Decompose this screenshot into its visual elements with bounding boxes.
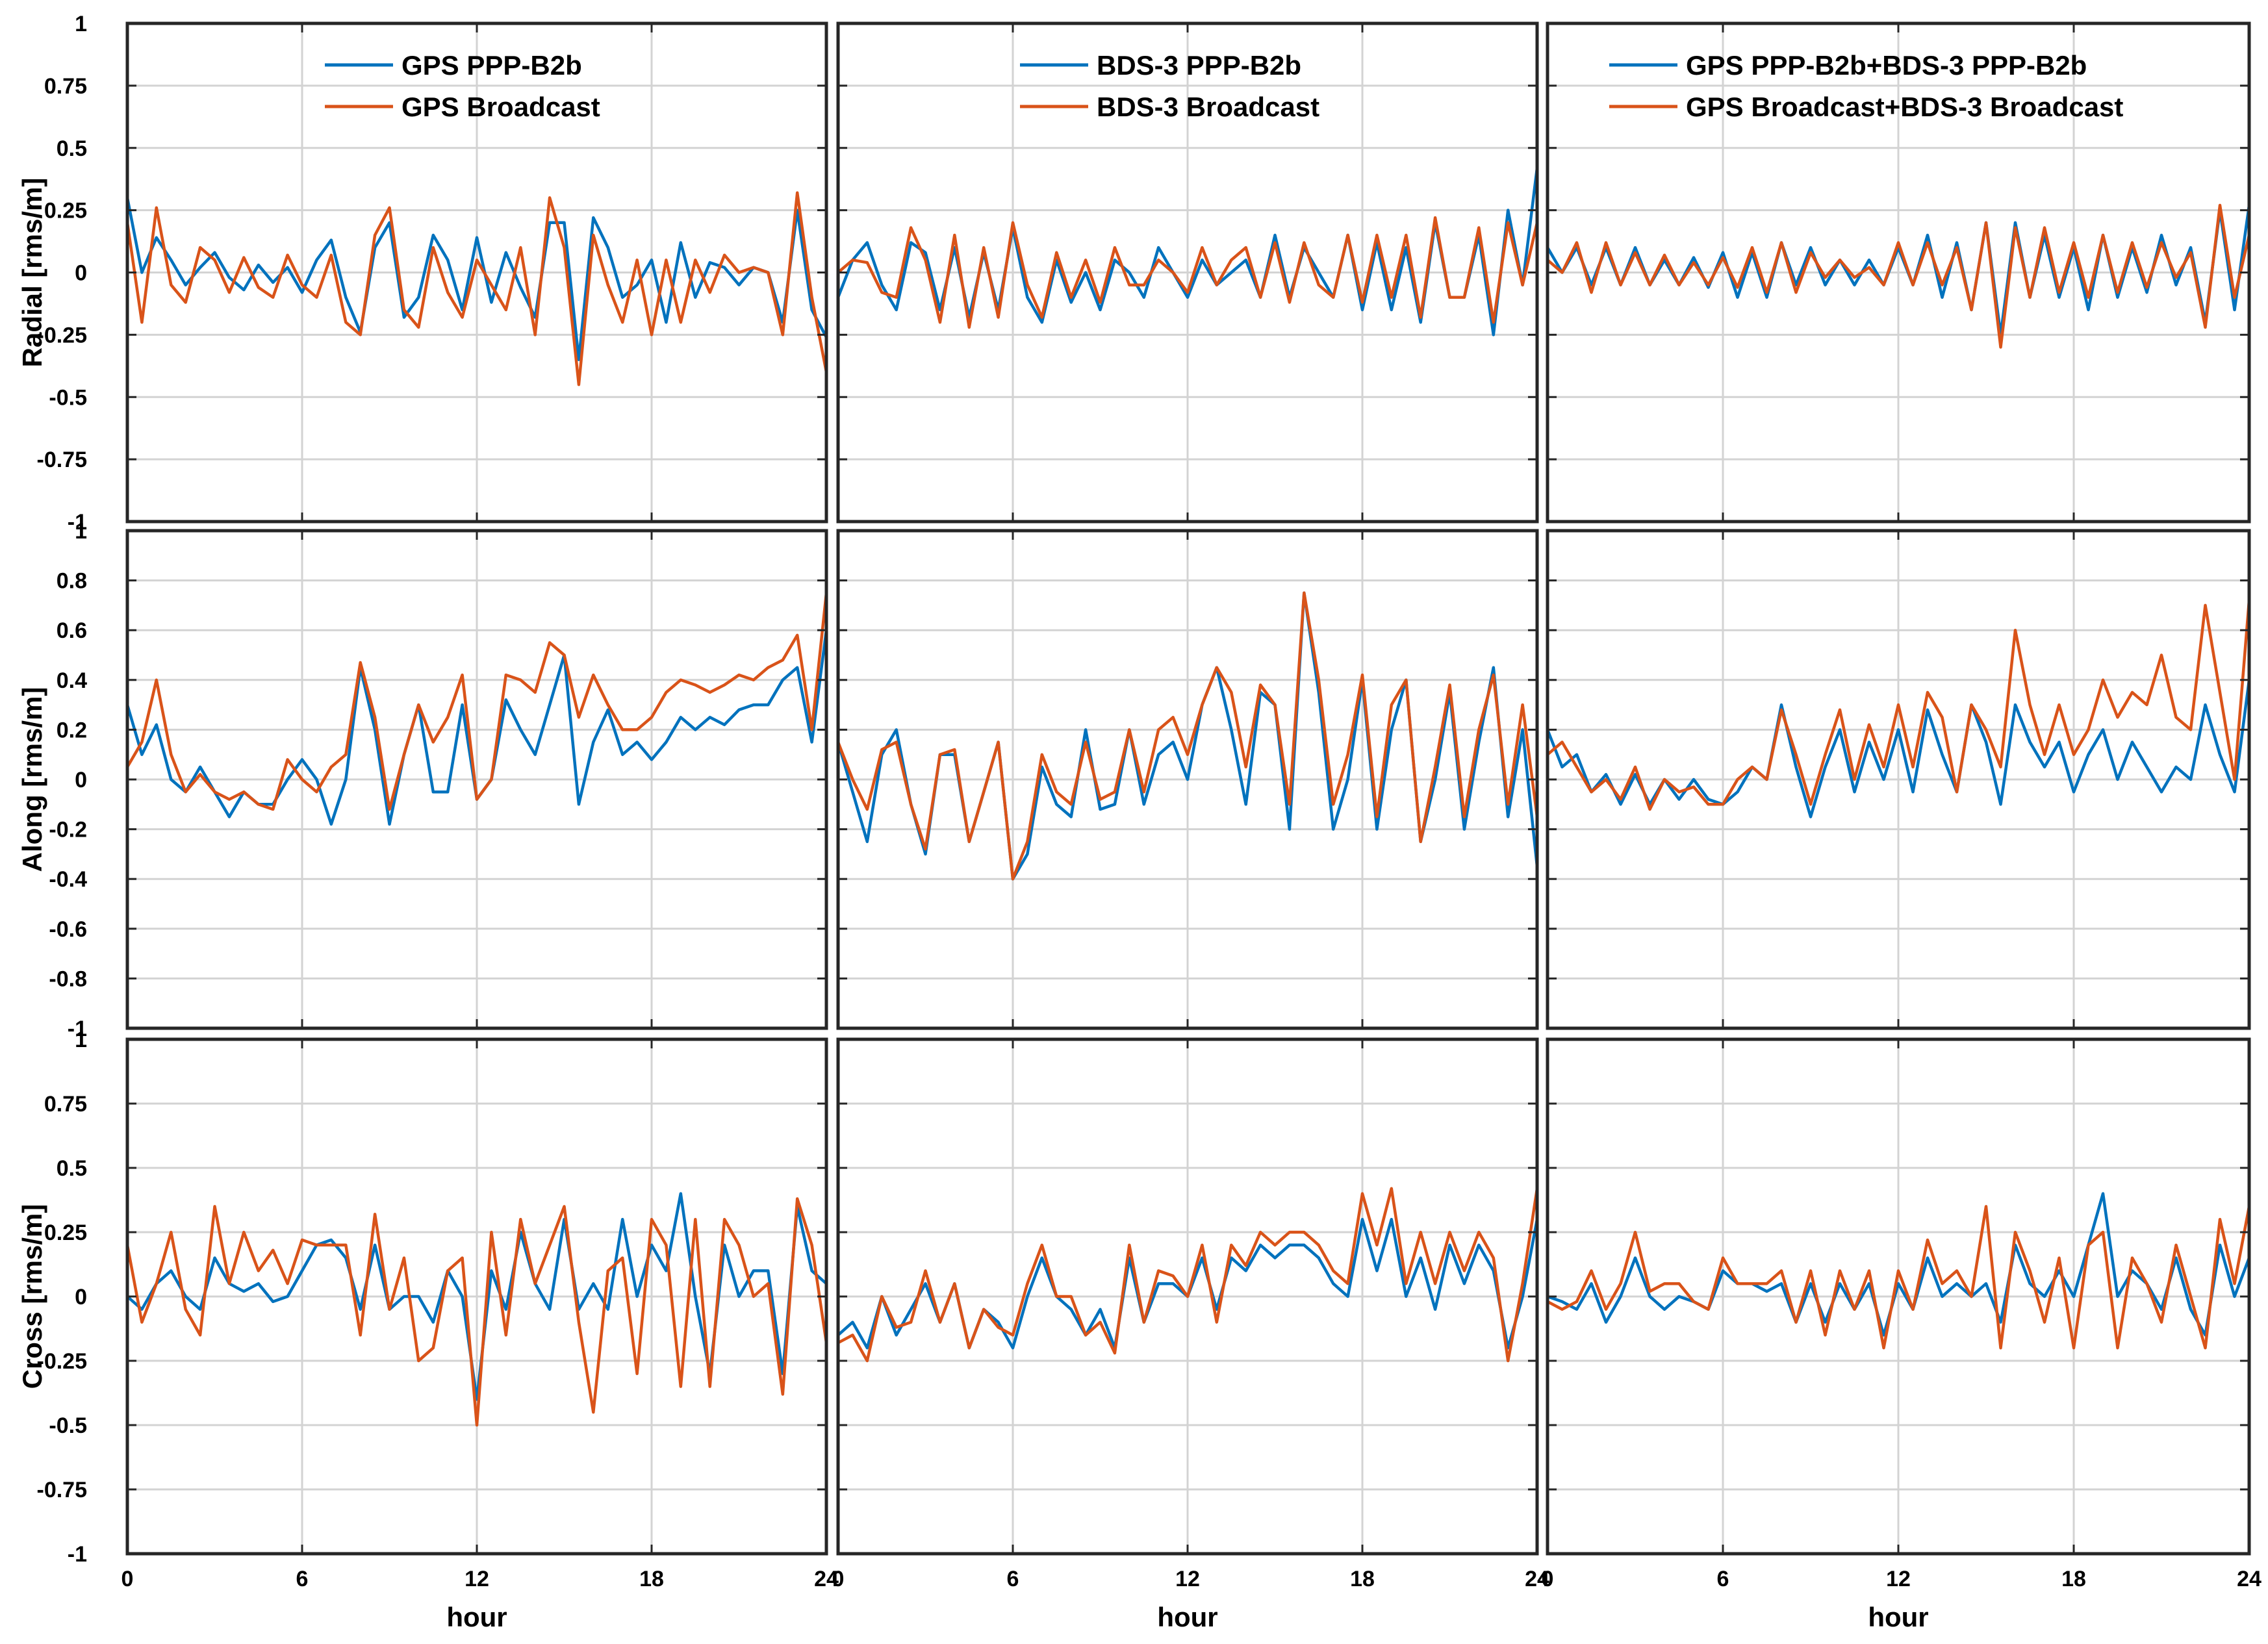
panel-r2-c2-frame — [836, 529, 1539, 1030]
y-tick-label: -0.2 — [49, 818, 87, 842]
series-line-gps-ppp-b2b-bds-3-ppp-b2b — [1546, 1192, 2251, 1337]
y-tick-label: 0.25 — [44, 1220, 87, 1245]
y-tick-label: 0.75 — [44, 1092, 87, 1117]
panel-r2-c1-grid — [127, 531, 826, 1028]
series-line-gps-broadcast-bds-3-broadcast — [1546, 1205, 2251, 1350]
legend-label: GPS Broadcast+BDS-3 Broadcast — [1686, 92, 2123, 122]
panel-r3-c3-grid — [1548, 1039, 2249, 1554]
panel-r3-c2-frame — [836, 1037, 1539, 1556]
x-tick-label: 12 — [465, 1567, 489, 1591]
panel-r1-c2-frame — [836, 21, 1539, 524]
y-tick-label: 0.75 — [44, 74, 87, 99]
x-tick-label: 0 — [832, 1567, 845, 1591]
y-tick-label: -0.25 — [37, 1349, 88, 1374]
legend-col1: GPS PPP-B2b GPS Broadcast — [325, 50, 600, 122]
panel-r2-c3-frame — [1546, 529, 2251, 1030]
panel-r1-c3-frame — [1546, 21, 2251, 524]
legend-label: GPS Broadcast — [401, 92, 600, 122]
y-tick-label: -0.25 — [37, 323, 88, 348]
series-line-bds-3-broadcast — [836, 216, 1539, 329]
x-tick-label: 24 — [814, 1567, 839, 1591]
panel-r1-c2: BDS-3 PPP-B2b BDS-3 Broadcast — [836, 21, 1539, 524]
y-tick-label: -1 — [68, 1542, 87, 1567]
y-tick-label: 1 — [75, 1028, 87, 1052]
panel-r2-c1: -1 -0.8 -0.6 -0.4 -0.2 0 0.2 0.4 0.6 0.8 1 Along [r… — [17, 519, 828, 1041]
y-axis-title: Radial [rms/m] — [17, 178, 47, 368]
x-tick-label: 12 — [1175, 1567, 1200, 1591]
series-line-gps-broadcast — [125, 591, 828, 811]
panel-r2-c3 — [1546, 529, 2251, 1030]
series-line-gps-broadcast — [125, 1197, 828, 1427]
y-tick-label: 0.5 — [57, 136, 87, 161]
panel-r3-c2: 0 6 12 18 24 hour — [832, 1037, 1549, 1632]
series-line-bds-3-broadcast — [836, 591, 1539, 881]
y-tick-label: 0 — [75, 1285, 87, 1309]
y-tick-label: -0.4 — [49, 867, 87, 892]
panel-r1-c1: -1 -0.75 -0.5 -0.25 0 0.25 0.5 0.75 1 Radial [rms… — [17, 12, 828, 535]
legend-label: BDS-3 PPP-B2b — [1097, 50, 1301, 81]
x-tick-label: 6 — [1717, 1567, 1729, 1591]
legend-col3: GPS PPP-B2b+BDS-3 PPP-B2b GPS Broadcast+B… — [1609, 50, 2123, 122]
x-axis-title: hour — [446, 1602, 507, 1632]
x-axis-title: hour — [1157, 1602, 1217, 1632]
y-tick-label: -1 — [68, 510, 87, 535]
y-tick-label: 0.6 — [57, 618, 87, 643]
y-tick-label: -0.75 — [37, 448, 88, 472]
panel-r3-c1-frame — [125, 1037, 828, 1556]
y-axis-title: Cross [rms/m] — [17, 1204, 47, 1389]
x-axis-title: hour — [1868, 1602, 1928, 1632]
panel-r2-c1-frame — [125, 529, 828, 1030]
x-tick-label: 18 — [1350, 1567, 1375, 1591]
x-tick-label: 18 — [639, 1567, 664, 1591]
panel-r2-c2-grid — [838, 531, 1537, 1028]
series-line-bds-3-ppp-b2b — [836, 166, 1539, 336]
x-tick-label: 18 — [2061, 1567, 2086, 1591]
y-tick-label: -0.75 — [37, 1478, 88, 1502]
x-tick-label: 6 — [296, 1567, 309, 1591]
y-tick-label: -0.8 — [49, 967, 87, 991]
x-tick-label: 24 — [2237, 1567, 2262, 1591]
series-line-gps-broadcast — [125, 191, 828, 386]
y-tick-label: 0.25 — [44, 199, 87, 223]
series-line-gps-ppp-b2b — [125, 196, 828, 361]
y-tick-label: -0.6 — [49, 917, 87, 942]
y-tick-label: 0 — [75, 261, 87, 286]
x-tick-label: 24 — [1525, 1567, 1549, 1591]
y-tick-label: 1 — [75, 519, 87, 544]
series-line-gps-broadcast-bds-3-broadcast — [1546, 203, 2251, 349]
x-tick-label: 6 — [1007, 1567, 1019, 1591]
y-tick-label: 0.4 — [57, 668, 87, 693]
panel-r1-c1-frame — [125, 21, 828, 524]
y-axis-title: Along [rms/m] — [17, 687, 47, 872]
panel-r1-c1-grid — [127, 23, 826, 522]
panel-r3-c1: -1 -0.75 -0.5 -0.25 0 0.25 0.5 0.75 1 Cross [rms/… — [17, 1028, 839, 1632]
panel-r1-c3-grid — [1548, 23, 2249, 522]
panel-grid: -1 -0.75 -0.5 -0.25 0 0.25 0.5 0.75 1 Radial [rms… — [17, 12, 2262, 1632]
panel-r2-c2 — [836, 529, 1539, 1030]
y-tick-label: 0.8 — [57, 569, 87, 594]
legend-label: GPS PPP-B2b+BDS-3 PPP-B2b — [1686, 50, 2087, 81]
x-tick-label: 0 — [121, 1567, 134, 1591]
panel-r3-c3: 0 6 12 18 24 hour — [1542, 1037, 2262, 1632]
series-line-bds-3-broadcast — [836, 1187, 1539, 1363]
y-tick-label: 0 — [75, 768, 87, 792]
x-tick-label: 12 — [1886, 1567, 1911, 1591]
y-tick-label: -1 — [68, 1017, 87, 1041]
legend-label: BDS-3 Broadcast — [1097, 92, 1319, 122]
y-tick-label: -0.5 — [49, 1413, 87, 1438]
legend-label: GPS PPP-B2b — [401, 50, 582, 81]
y-tick-label: 1 — [75, 12, 87, 36]
panel-r3-c3-frame — [1546, 1037, 2251, 1556]
panel-r1-c2-grid — [838, 23, 1537, 522]
y-tick-label: 0.2 — [57, 718, 87, 742]
y-tick-label: 0.5 — [57, 1156, 87, 1181]
y-tick-label: -0.5 — [49, 385, 87, 410]
legend-col2: BDS-3 PPP-B2b BDS-3 Broadcast — [1020, 50, 1319, 122]
series-line-gps-broadcast-bds-3-broadcast — [1546, 598, 2251, 811]
x-tick-label: 0 — [1542, 1567, 1554, 1591]
panel-r1-c3: GPS PPP-B2b+BDS-3 PPP-B2b GPS Broadcast+B… — [1546, 21, 2251, 524]
